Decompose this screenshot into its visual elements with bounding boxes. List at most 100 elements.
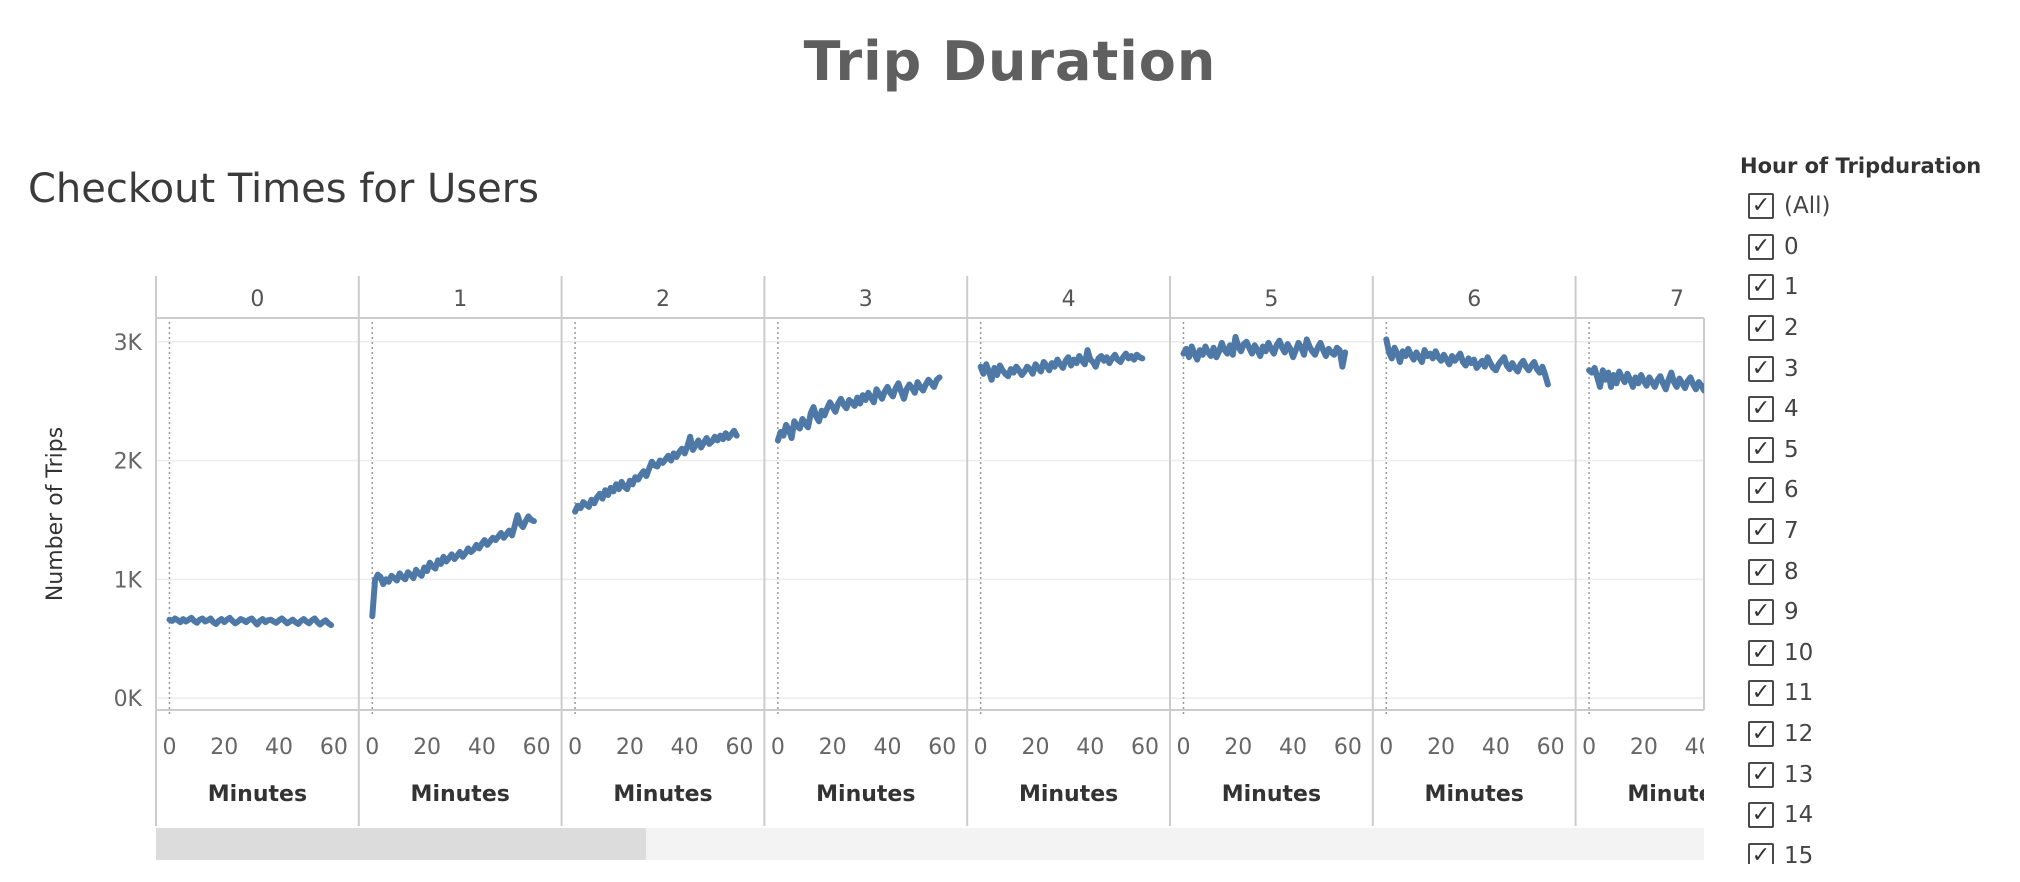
filter-item[interactable]: ✓ 10 — [1748, 633, 2020, 674]
series-line-hour-5[interactable] — [1180, 334, 1349, 370]
series-line-hour-0[interactable] — [166, 614, 335, 629]
x-tick-label: 20 — [616, 735, 644, 760]
dashboard-title: Trip Duration — [803, 30, 1217, 93]
x-tick-label: 60 — [725, 735, 753, 760]
filter-item-label: 13 — [1784, 761, 1814, 788]
filter-item-label: 7 — [1784, 518, 1799, 545]
checkbox-checked-icon[interactable]: ✓ — [1748, 274, 1774, 301]
x-tick-label: 60 — [523, 735, 551, 760]
filter-item-label: 12 — [1784, 721, 1814, 748]
y-tick-label: 0K — [114, 687, 143, 712]
y-tick-label: 3K — [114, 331, 143, 356]
x-tick-label: 40 — [873, 735, 901, 760]
filter-item-label: 10 — [1784, 639, 1814, 666]
checkbox-checked-icon[interactable]: ✓ — [1748, 639, 1774, 666]
filter-item[interactable]: ✓ 4 — [1748, 389, 2020, 430]
horizontal-scrollbar[interactable] — [156, 828, 1704, 860]
checkbox-checked-icon[interactable]: ✓ — [1748, 477, 1774, 504]
checkbox-checked-icon[interactable]: ✓ — [1748, 233, 1774, 260]
checkbox-checked-icon[interactable]: ✓ — [1748, 761, 1774, 788]
filter-item-label: 8 — [1784, 558, 1799, 585]
series-line-hour-4[interactable] — [977, 347, 1146, 383]
x-axis-title: Minutes — [1627, 782, 1710, 807]
x-axis-title: Minutes — [411, 782, 510, 807]
x-axis-title: Minutes — [208, 782, 307, 807]
x-tick-label: 40 — [1076, 735, 1104, 760]
chart-area[interactable]: 0K 1K 2K 3K Number of Trips 0 0 20 40 60 Minutes 1 0… — [0, 0, 1710, 882]
checkbox-checked-icon[interactable]: ✓ — [1748, 558, 1774, 585]
x-tick-label: 0 — [1379, 735, 1393, 760]
checkbox-checked-icon[interactable]: ✓ — [1748, 436, 1774, 463]
x-axis-title: Minutes — [816, 782, 915, 807]
checkbox-checked-icon[interactable]: ✓ — [1748, 193, 1774, 220]
x-axis-title: Minutes — [1222, 782, 1321, 807]
checkbox-checked-icon[interactable]: ✓ — [1748, 802, 1774, 829]
y-axis-title: Number of Trips — [43, 427, 68, 601]
filter-item[interactable]: ✓ 3 — [1748, 348, 2020, 389]
filter-item[interactable]: ✓ 6 — [1748, 470, 2020, 511]
filter-item[interactable]: ✓ 14 — [1748, 795, 2020, 836]
x-tick-label: 60 — [1131, 735, 1159, 760]
filter-item[interactable]: ✓ (All) — [1748, 186, 2020, 227]
filter-item[interactable]: ✓ 15 — [1748, 836, 2020, 864]
checkbox-checked-icon[interactable]: ✓ — [1748, 842, 1774, 864]
filter-item[interactable]: ✓ 9 — [1748, 592, 2020, 633]
x-tick-label: 20 — [1630, 735, 1658, 760]
facet-header-label: 4 — [1062, 287, 1076, 312]
x-tick-label: 60 — [1537, 735, 1565, 760]
facet-header-label: 6 — [1467, 287, 1481, 312]
x-tick-label: 0 — [162, 735, 176, 760]
filter-item[interactable]: ✓ 2 — [1748, 308, 2020, 349]
x-tick-label: 60 — [320, 735, 348, 760]
x-axis-title: Minutes — [1425, 782, 1524, 807]
checkbox-checked-icon[interactable]: ✓ — [1748, 315, 1774, 342]
x-tick-label: 0 — [974, 735, 988, 760]
filter-item-label: 3 — [1784, 355, 1799, 382]
sheet-title: Checkout Times for Users — [28, 166, 540, 212]
filter-item-label: 14 — [1784, 802, 1814, 829]
facet-header-label: 7 — [1670, 287, 1684, 312]
filter-item-label: (All) — [1784, 193, 1831, 220]
x-tick-label: 40 — [1685, 735, 1710, 760]
filter-item[interactable]: ✓ 7 — [1748, 511, 2020, 552]
x-tick-label: 0 — [568, 735, 582, 760]
x-tick-label: 20 — [413, 735, 441, 760]
filter-item[interactable]: ✓ 0 — [1748, 227, 2020, 268]
filter-item-label: 15 — [1784, 842, 1814, 864]
x-tick-label: 40 — [468, 735, 496, 760]
filter-item[interactable]: ✓ 12 — [1748, 714, 2020, 755]
facet-header-label: 0 — [250, 287, 264, 312]
checkbox-checked-icon[interactable]: ✓ — [1748, 355, 1774, 382]
checkbox-checked-icon[interactable]: ✓ — [1748, 518, 1774, 545]
checkbox-checked-icon[interactable]: ✓ — [1748, 599, 1774, 626]
hour-filter-panel: Hour of Tripduration ✓ (All) ✓ 0 ✓ 1 ✓ 2 ✓ 3 ✓ 4 ✓ 5 ✓… — [1738, 152, 2020, 864]
checkbox-checked-icon[interactable]: ✓ — [1748, 680, 1774, 707]
filter-list: ✓ (All) ✓ 0 ✓ 1 ✓ 2 ✓ 3 ✓ 4 ✓ 5 ✓ 6 ✓ 7 ✓ 8 ✓ 9 ✓ 10 ✓ 11 ✓ 12 ✓ 13 ✓ 1… — [1738, 186, 2020, 864]
filter-item[interactable]: ✓ 8 — [1748, 551, 2020, 592]
x-tick-label: 60 — [928, 735, 956, 760]
series-line-hour-1[interactable] — [369, 512, 537, 620]
filter-item-label: 4 — [1784, 396, 1799, 423]
filter-item-label: 6 — [1784, 477, 1799, 504]
filter-item-label: 0 — [1784, 233, 1799, 260]
series-line-hour-2[interactable] — [572, 427, 740, 515]
facet-header-label: 5 — [1264, 287, 1278, 312]
series-line-hour-3[interactable] — [774, 374, 943, 444]
series-line-hour-6[interactable] — [1383, 336, 1551, 388]
filter-item[interactable]: ✓ 1 — [1748, 267, 2020, 308]
series-line-hour-7[interactable] — [1586, 364, 1710, 394]
checkbox-checked-icon[interactable]: ✓ — [1748, 721, 1774, 748]
x-tick-label: 20 — [1224, 735, 1252, 760]
checkbox-checked-icon[interactable]: ✓ — [1748, 396, 1774, 423]
filter-item[interactable]: ✓ 11 — [1748, 673, 2020, 714]
x-tick-label: 40 — [671, 735, 699, 760]
facet-header-label: 3 — [859, 287, 873, 312]
filter-title: Hour of Tripduration — [1740, 154, 1982, 178]
x-tick-label: 0 — [771, 735, 785, 760]
x-tick-label: 60 — [1334, 735, 1362, 760]
filter-item[interactable]: ✓ 13 — [1748, 754, 2020, 795]
x-tick-label: 0 — [365, 735, 379, 760]
filter-item[interactable]: ✓ 5 — [1748, 430, 2020, 471]
scrollbar-thumb[interactable] — [156, 828, 646, 860]
